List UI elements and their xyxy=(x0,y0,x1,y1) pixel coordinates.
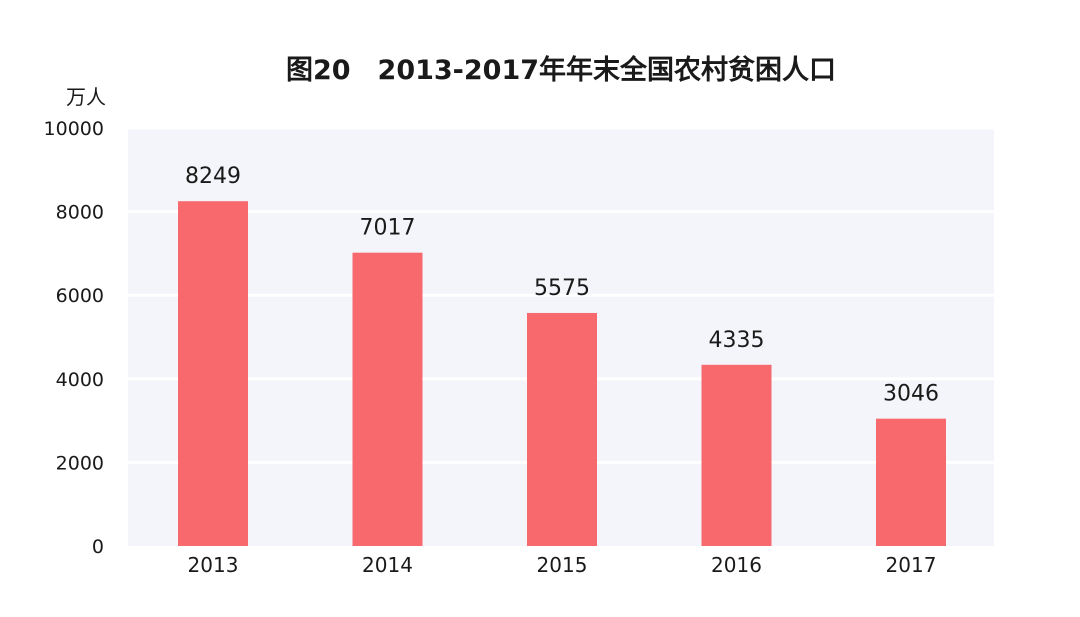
y-axis-ticks: 0 2000 4000 6000 8000 10000 xyxy=(44,118,104,558)
x-tick-label-2014: 2014 xyxy=(362,553,413,577)
bar-2016 xyxy=(701,364,772,546)
bar-2013 xyxy=(178,201,248,546)
bar-2017 xyxy=(876,418,946,546)
y-tick-label: 4000 xyxy=(56,369,104,391)
y-axis-label: 万人 xyxy=(66,85,106,109)
x-axis-ticks: 2013 2014 2015 2016 2017 xyxy=(188,553,937,577)
value-label-2015: 5575 xyxy=(534,276,590,301)
y-tick-label: 0 xyxy=(92,536,104,558)
value-label-2013: 8249 xyxy=(185,164,241,189)
bar-2015 xyxy=(527,312,597,546)
x-tick-label-2016: 2016 xyxy=(711,553,762,577)
x-tick-label-2015: 2015 xyxy=(537,553,588,577)
y-tick-label: 8000 xyxy=(56,202,104,224)
value-labels: 8249 7017 5575 4335 3046 xyxy=(185,164,939,406)
y-tick-label: 6000 xyxy=(56,285,104,307)
x-tick-label-2017: 2017 xyxy=(886,553,937,577)
bars xyxy=(178,201,946,547)
value-label-2017: 3046 xyxy=(883,382,939,407)
chart-title: 图20 2013-2017年年末全国农村贫困人口 xyxy=(286,54,836,86)
value-label-2014: 7017 xyxy=(360,216,416,241)
bar-2014 xyxy=(352,252,423,547)
y-tick-label: 10000 xyxy=(44,118,104,140)
value-label-2016: 4335 xyxy=(709,328,765,353)
x-tick-label-2013: 2013 xyxy=(188,553,239,577)
y-tick-label: 2000 xyxy=(56,452,104,474)
